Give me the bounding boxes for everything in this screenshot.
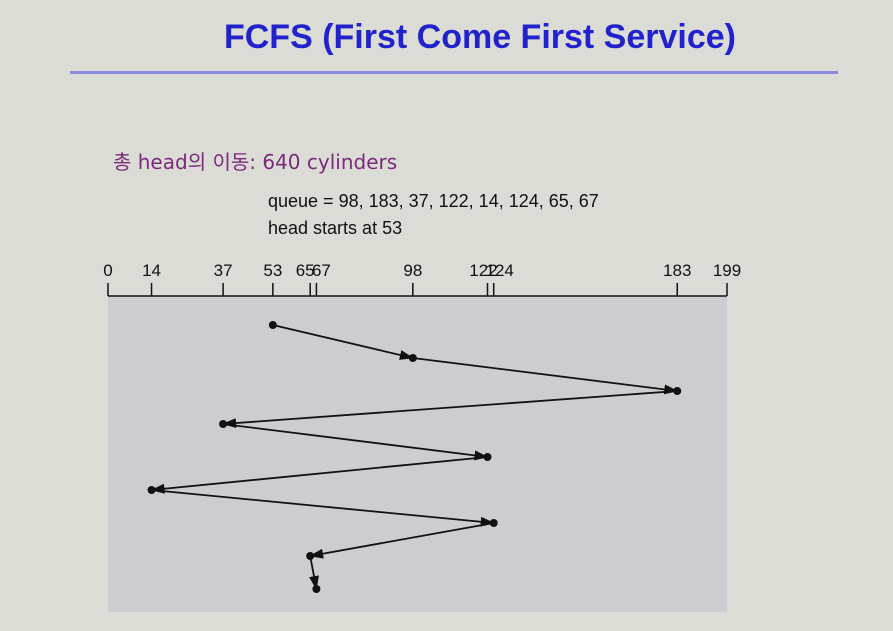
head-position-point (489, 519, 498, 527)
head-position-point (219, 420, 228, 428)
head-position-point (306, 552, 315, 560)
axis-tick-label: 122 (469, 261, 497, 280)
queue-text: queue = 98, 183, 37, 122, 14, 124, 65, 6… (268, 191, 599, 211)
head-move-segment (222, 423, 489, 461)
total-head-movement: 총 head의 이동: 640 cylinders (113, 150, 398, 174)
axis-tick-label: 37 (214, 261, 233, 280)
head-move-segment (272, 324, 414, 360)
head-move-segment (309, 555, 319, 590)
head-move-segment (222, 390, 678, 429)
axis-tick-label: 65 (296, 261, 315, 280)
head-path (147, 321, 682, 593)
head-position-point (147, 486, 156, 494)
axis-tick-label: 53 (263, 261, 282, 280)
head-move-segment (412, 357, 679, 395)
axis-tick-label: 199 (713, 261, 741, 280)
head-position-point (408, 354, 417, 362)
head-position-point (312, 585, 321, 593)
title-underline (70, 71, 838, 74)
head-start-text: head starts at 53 (268, 218, 403, 238)
head-position-point (673, 387, 682, 395)
axis-tick-label: 183 (663, 261, 691, 280)
head-move-segment (151, 489, 495, 527)
axis-tick-label: 98 (403, 261, 422, 280)
head-position-point (483, 453, 492, 461)
head-move-segment (150, 456, 488, 494)
axis-tick-label: 124 (486, 261, 514, 280)
axis-tick-label: 0 (103, 261, 112, 280)
slide-title: FCFS (First Come First Service) (223, 18, 736, 56)
head-move-segment (309, 522, 494, 559)
axis-tick-label: 14 (142, 261, 161, 280)
head-position-point (268, 321, 277, 329)
axis-tick-label: 67 (312, 261, 331, 280)
diagram-panel (108, 296, 727, 612)
